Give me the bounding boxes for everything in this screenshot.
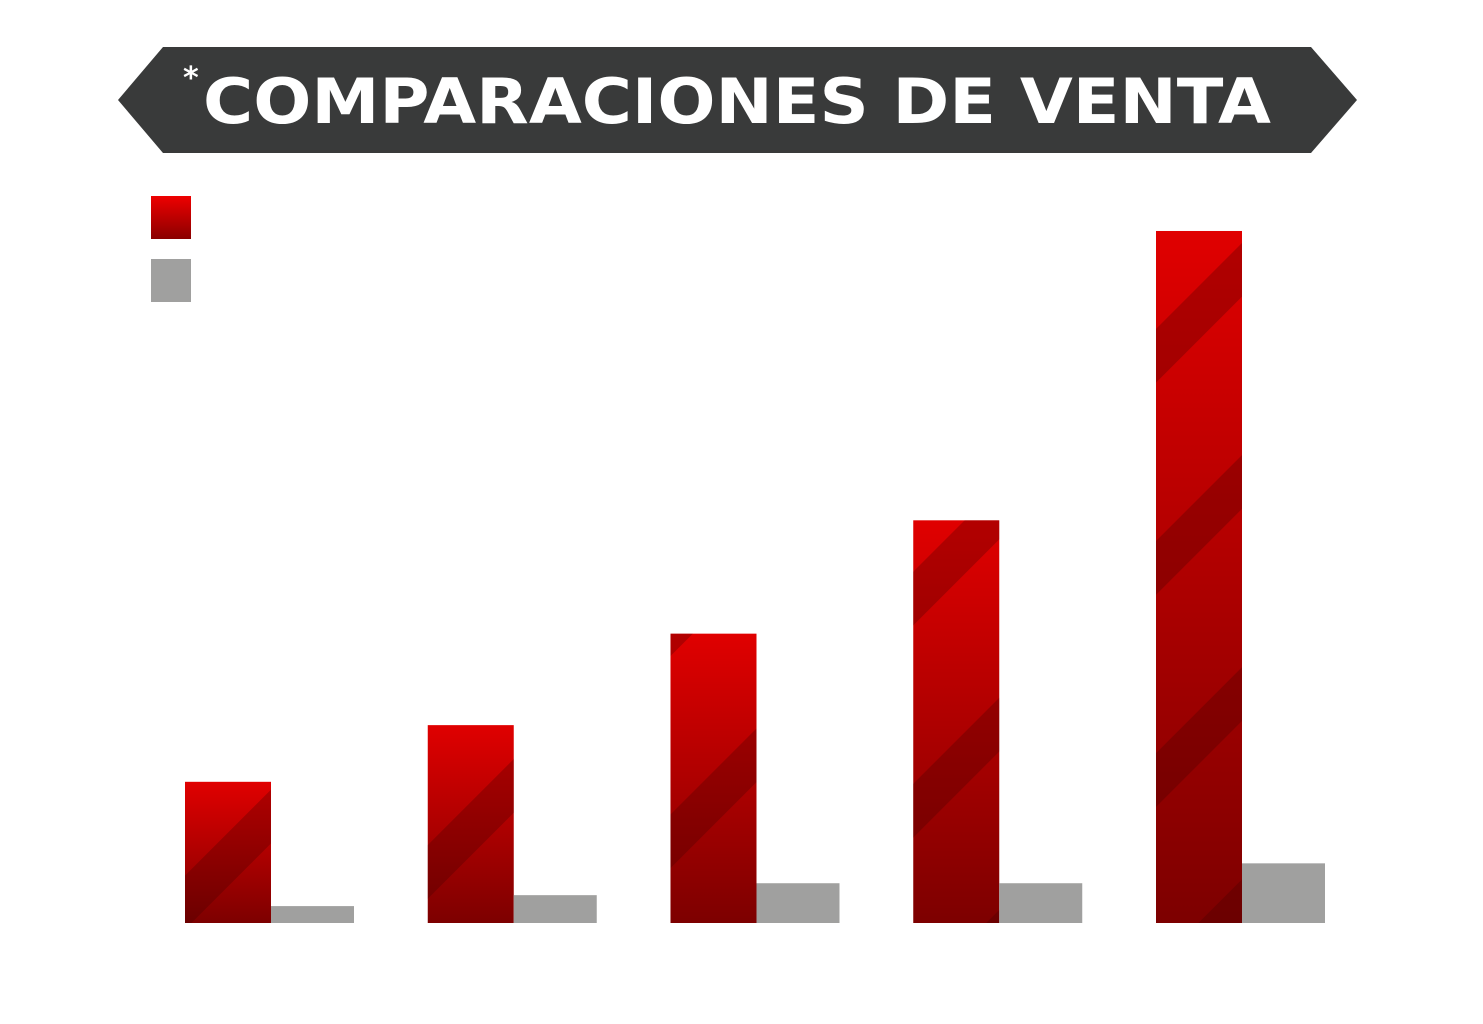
bar-series-2-4 (999, 883, 1083, 923)
bar-series-2-2 (513, 895, 597, 923)
legend (151, 196, 191, 302)
bar-series-1-texture-5 (1156, 230, 1242, 923)
bar-series-2-5 (1242, 863, 1325, 923)
title-banner-shape (118, 47, 1357, 153)
bar-series-1-texture-2 (427, 725, 514, 923)
bar-series-2-3 (756, 883, 840, 923)
legend-swatch-series-1 (151, 196, 191, 239)
bar-series-2-1 (271, 906, 354, 923)
title-banner: * COMPARACIONES DE VENTA (118, 47, 1357, 153)
bars-group (185, 230, 1325, 923)
bar-series-1-texture-4 (913, 520, 1000, 923)
legend-swatch-series-2 (151, 259, 191, 302)
title-asterisk: * (183, 61, 199, 96)
bar-series-1-texture-3 (670, 633, 757, 923)
chart-title: COMPARACIONES DE VENTA (203, 65, 1271, 138)
bar-series-1-texture-1 (185, 781, 271, 923)
